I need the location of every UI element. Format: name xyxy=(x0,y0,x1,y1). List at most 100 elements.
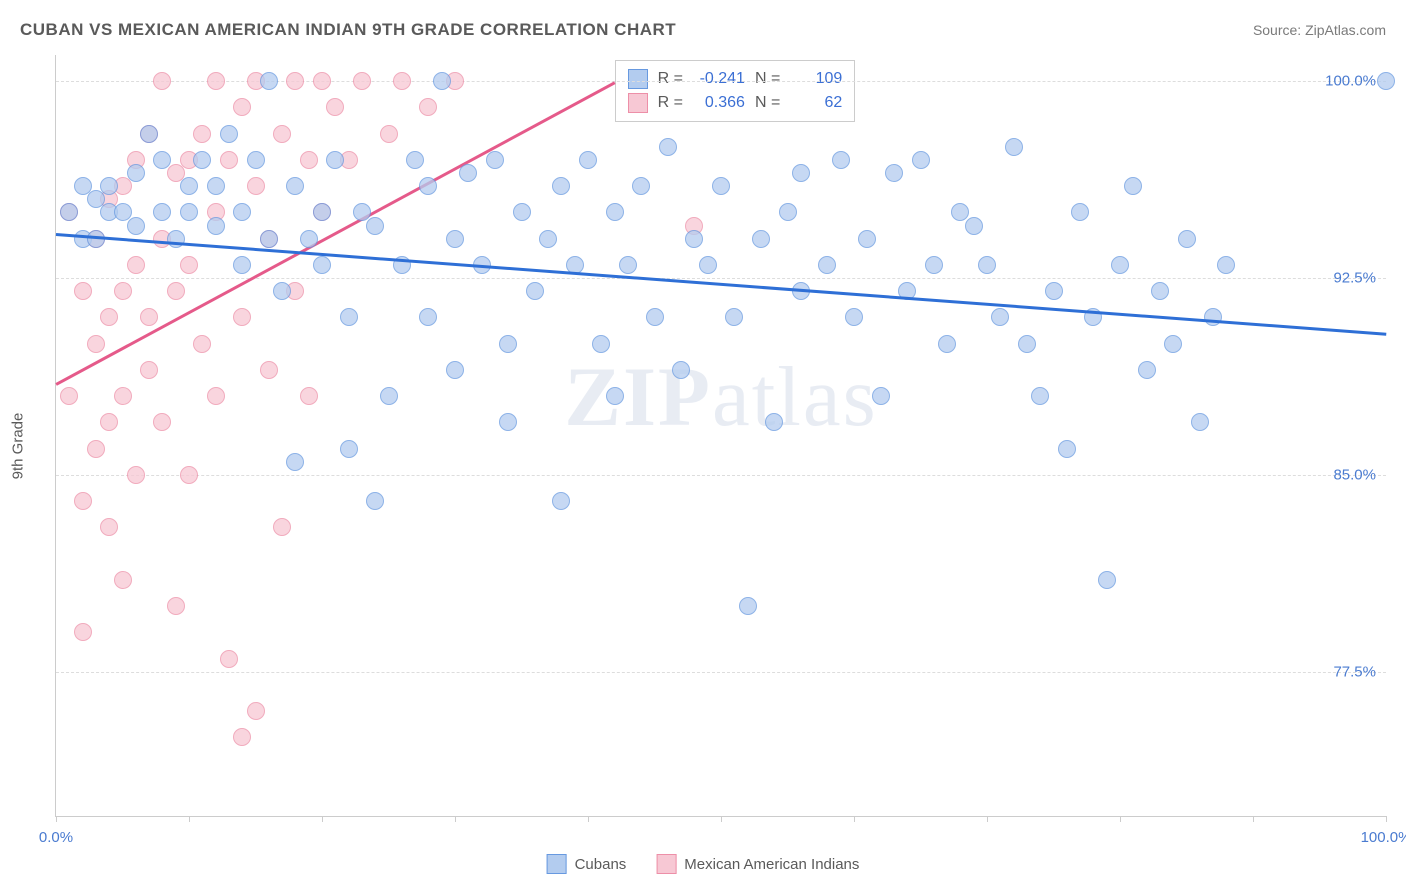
scatter-point xyxy=(1151,282,1169,300)
scatter-point xyxy=(925,256,943,274)
scatter-point xyxy=(300,151,318,169)
scatter-point xyxy=(579,151,597,169)
legend-swatch xyxy=(547,854,567,874)
scatter-point xyxy=(326,98,344,116)
y-axis-label: 9th Grade xyxy=(10,413,27,480)
scatter-point xyxy=(499,413,517,431)
scatter-point xyxy=(446,361,464,379)
scatter-point xyxy=(1005,138,1023,156)
x-tick xyxy=(721,816,722,822)
scatter-point xyxy=(619,256,637,274)
watermark-light: atlas xyxy=(712,350,878,444)
scatter-point xyxy=(114,387,132,405)
x-tick-label: 0.0% xyxy=(39,829,73,846)
scatter-point xyxy=(220,650,238,668)
scatter-point xyxy=(273,125,291,143)
scatter-point xyxy=(725,308,743,326)
scatter-point xyxy=(552,177,570,195)
scatter-point xyxy=(233,98,251,116)
legend-item: Cubans xyxy=(547,854,627,874)
x-tick-label: 100.0% xyxy=(1361,829,1406,846)
scatter-point xyxy=(193,151,211,169)
scatter-point xyxy=(127,164,145,182)
scatter-point xyxy=(1018,335,1036,353)
scatter-point xyxy=(300,230,318,248)
scatter-point xyxy=(486,151,504,169)
stats-n-value: 62 xyxy=(790,94,842,112)
scatter-point xyxy=(606,387,624,405)
stats-row: R =-0.241N =109 xyxy=(628,67,843,91)
scatter-point xyxy=(233,203,251,221)
scatter-point xyxy=(140,125,158,143)
scatter-point xyxy=(193,125,211,143)
scatter-point xyxy=(87,335,105,353)
scatter-point xyxy=(1071,203,1089,221)
watermark-bold: ZIP xyxy=(564,350,712,444)
scatter-point xyxy=(100,518,118,536)
scatter-point xyxy=(1111,256,1129,274)
scatter-point xyxy=(765,413,783,431)
scatter-point xyxy=(74,492,92,510)
scatter-point xyxy=(233,728,251,746)
scatter-point xyxy=(167,282,185,300)
scatter-point xyxy=(832,151,850,169)
legend-item: Mexican American Indians xyxy=(656,854,859,874)
stats-row: R =0.366N =62 xyxy=(628,91,843,115)
x-tick xyxy=(322,816,323,822)
gridline xyxy=(56,475,1386,476)
scatter-point xyxy=(313,203,331,221)
scatter-point xyxy=(659,138,677,156)
title-bar: CUBAN VS MEXICAN AMERICAN INDIAN 9TH GRA… xyxy=(20,20,1386,40)
x-tick xyxy=(189,816,190,822)
scatter-point xyxy=(220,151,238,169)
scatter-point xyxy=(1377,72,1395,90)
legend-swatch xyxy=(656,854,676,874)
stats-box: R =-0.241N =109R =0.366N =62 xyxy=(615,60,856,122)
stats-r-label: R = xyxy=(658,70,683,88)
scatter-point xyxy=(366,217,384,235)
scatter-point xyxy=(885,164,903,182)
scatter-point xyxy=(1204,308,1222,326)
scatter-point xyxy=(74,282,92,300)
y-tick-label: 100.0% xyxy=(1325,73,1376,90)
x-tick xyxy=(1253,816,1254,822)
x-tick xyxy=(455,816,456,822)
scatter-point xyxy=(286,72,304,90)
scatter-point xyxy=(446,230,464,248)
scatter-point xyxy=(699,256,717,274)
scatter-point xyxy=(965,217,983,235)
scatter-point xyxy=(326,151,344,169)
scatter-point xyxy=(273,518,291,536)
scatter-point xyxy=(180,177,198,195)
scatter-point xyxy=(74,623,92,641)
scatter-point xyxy=(273,282,291,300)
scatter-point xyxy=(672,361,690,379)
scatter-point xyxy=(632,177,650,195)
trend-line xyxy=(56,233,1386,335)
scatter-point xyxy=(247,702,265,720)
scatter-point xyxy=(233,256,251,274)
scatter-point xyxy=(380,387,398,405)
scatter-point xyxy=(60,203,78,221)
scatter-point xyxy=(991,308,1009,326)
x-tick xyxy=(588,816,589,822)
scatter-point xyxy=(406,151,424,169)
scatter-point xyxy=(153,151,171,169)
scatter-point xyxy=(499,335,517,353)
scatter-point xyxy=(858,230,876,248)
scatter-point xyxy=(114,282,132,300)
scatter-point xyxy=(978,256,996,274)
scatter-point xyxy=(60,387,78,405)
scatter-point xyxy=(220,125,238,143)
scatter-point xyxy=(1031,387,1049,405)
chart-container: CUBAN VS MEXICAN AMERICAN INDIAN 9TH GRA… xyxy=(0,0,1406,892)
stats-r-value: 0.366 xyxy=(693,94,745,112)
scatter-point xyxy=(366,492,384,510)
scatter-point xyxy=(845,308,863,326)
scatter-point xyxy=(872,387,890,405)
scatter-point xyxy=(380,125,398,143)
scatter-point xyxy=(646,308,664,326)
scatter-point xyxy=(459,164,477,182)
scatter-point xyxy=(313,72,331,90)
scatter-point xyxy=(313,256,331,274)
